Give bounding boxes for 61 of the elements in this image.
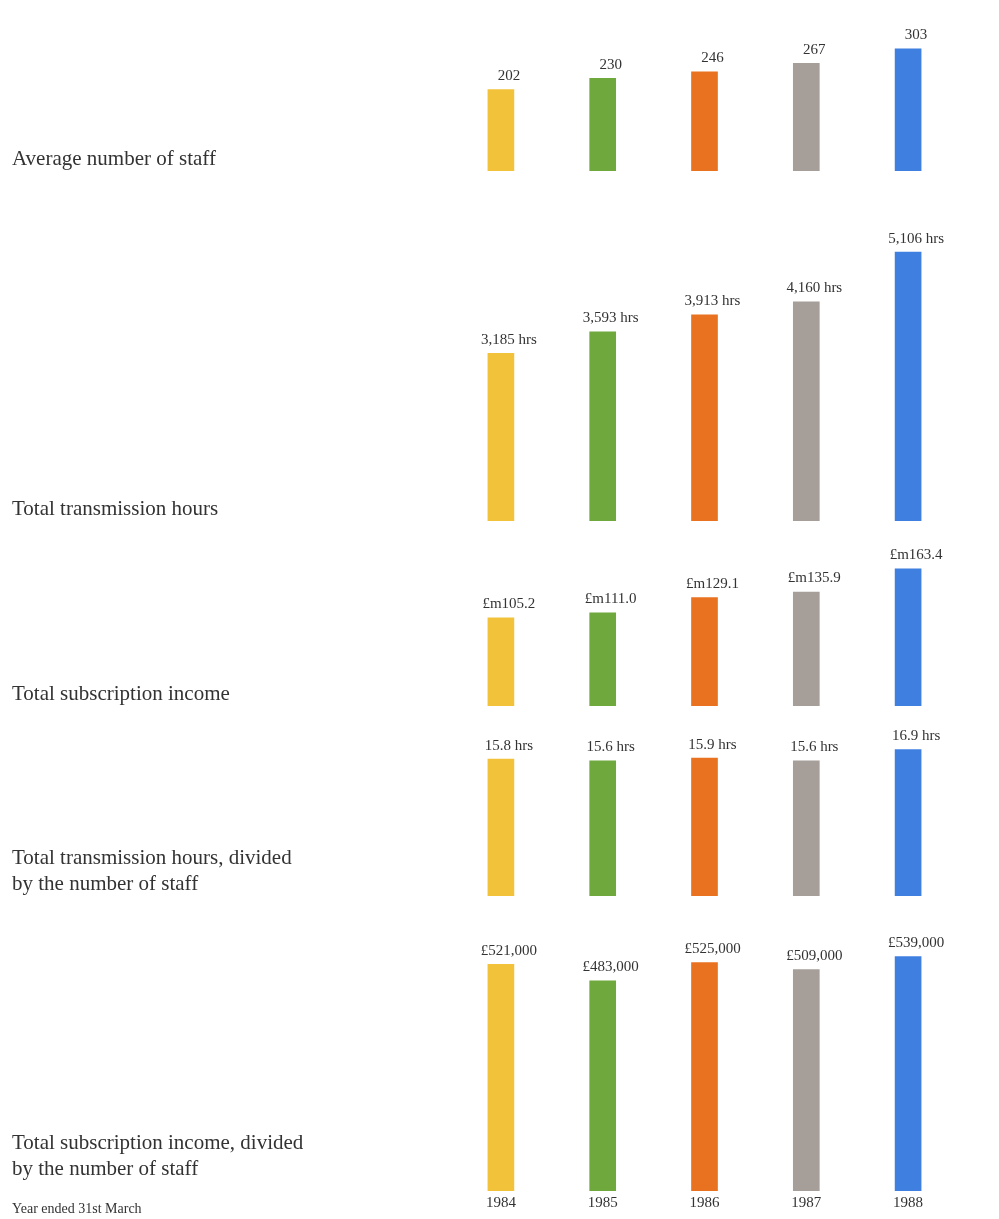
data-label: 202 xyxy=(497,67,521,84)
data-label: £m111.0 xyxy=(584,590,637,607)
bar xyxy=(487,89,515,171)
data-label: £521,000 xyxy=(480,941,538,958)
bar xyxy=(487,964,515,1191)
data-label: £525,000 xyxy=(684,940,741,957)
data-label: 3,185 hrs xyxy=(480,330,537,347)
bar xyxy=(792,63,820,171)
data-label: 15.6 hrs xyxy=(586,738,636,755)
bar xyxy=(487,617,515,706)
bar xyxy=(589,78,617,171)
bar xyxy=(792,760,820,896)
y-axis-title: Total subscription income xyxy=(12,681,230,705)
bar xyxy=(792,301,820,521)
data-label: 246 xyxy=(701,49,725,66)
x-tick-label: 1986 xyxy=(689,1193,720,1210)
bar xyxy=(691,71,718,171)
bar xyxy=(691,962,718,1191)
x-tick-label: 1984 xyxy=(485,1193,517,1210)
y-axis-title: Average number of staff xyxy=(12,146,216,170)
data-label: £483,000 xyxy=(582,958,639,975)
y-axis-title: Total transmission hours, divided by the number of staff xyxy=(12,845,293,895)
bar xyxy=(691,757,718,896)
text: Year ended 31st March xyxy=(12,1201,142,1216)
data-label: £m163.4 xyxy=(889,546,944,563)
bar xyxy=(487,352,515,521)
bar xyxy=(589,612,617,706)
data-label: £539,000 xyxy=(887,933,945,950)
data-label: 4,160 hrs xyxy=(786,279,843,296)
bar xyxy=(894,48,922,171)
y-axis-title: Total subscription income, divided by the number of staff xyxy=(12,1130,304,1180)
bar xyxy=(792,969,820,1191)
data-label: 15.9 hrs xyxy=(688,735,737,752)
x-tick-label: 1987 xyxy=(791,1193,822,1210)
bar xyxy=(894,956,922,1191)
data-label: 16.9 hrs xyxy=(891,726,941,743)
bar xyxy=(691,314,718,521)
data-label: £m135.9 xyxy=(787,569,841,586)
data-label: 5,106 hrs xyxy=(888,229,945,246)
bar xyxy=(589,760,617,896)
bar xyxy=(894,568,922,706)
data-label: 230 xyxy=(599,55,622,72)
data-label: 3,913 hrs xyxy=(684,292,741,309)
y-axis-title: Total transmission hours xyxy=(12,496,219,520)
bar xyxy=(487,758,515,896)
data-label: 303 xyxy=(904,26,928,43)
data-label: 267 xyxy=(803,40,827,57)
x-tick-label: 1988 xyxy=(893,1193,924,1210)
data-label: 15.6 hrs xyxy=(790,738,839,755)
bar xyxy=(589,980,617,1191)
bar xyxy=(894,251,922,521)
bar xyxy=(589,331,617,521)
x-tick-label: 1985 xyxy=(587,1193,618,1210)
data-label: £m105.2 xyxy=(482,595,536,612)
data-label: 15.8 hrs xyxy=(484,736,534,753)
data-label: 3,593 hrs xyxy=(582,309,639,326)
data-label: £509,000 xyxy=(786,947,843,964)
bar xyxy=(894,749,922,896)
bar xyxy=(792,591,820,706)
bar xyxy=(691,597,718,706)
data-label: £m129.1 xyxy=(686,575,739,592)
